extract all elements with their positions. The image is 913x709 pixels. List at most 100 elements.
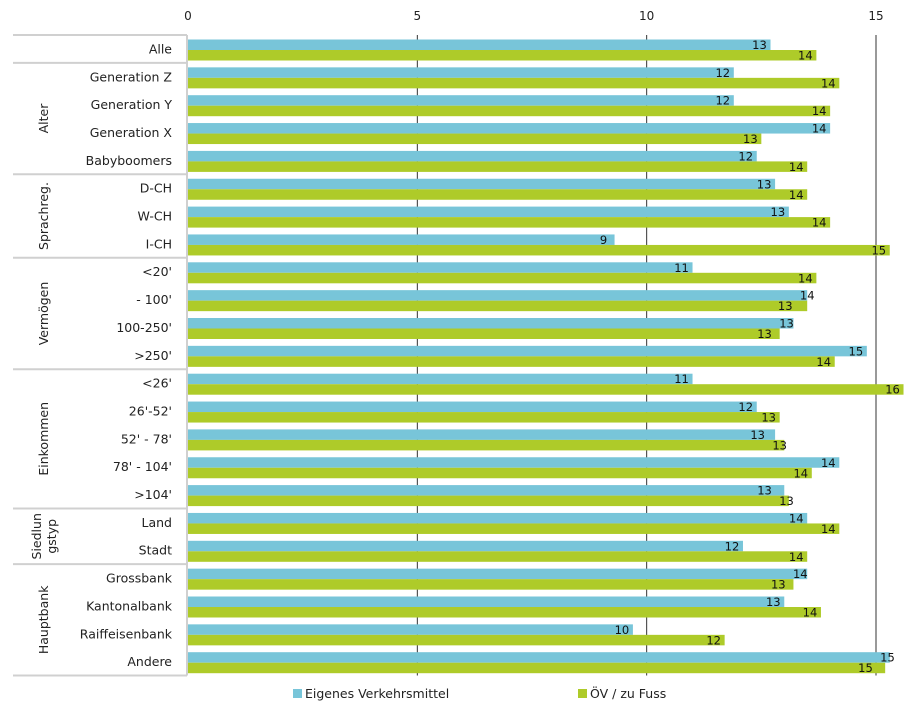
data-label: 12 xyxy=(706,633,721,647)
group-label-line: Siedlun xyxy=(29,513,44,559)
x-tick-label: 0 xyxy=(184,9,192,23)
category-label: Alle xyxy=(149,41,172,56)
data-label: 13 xyxy=(743,132,758,146)
data-label: 14 xyxy=(789,188,804,202)
data-label: 13 xyxy=(766,595,781,609)
category-label: Land xyxy=(142,515,172,530)
category-label: >250' xyxy=(134,348,172,363)
bar-oev-zu-fuss xyxy=(188,217,831,228)
category-label: Raiffeisenbank xyxy=(80,626,173,641)
x-tick-label: 5 xyxy=(414,9,422,23)
data-label: 12 xyxy=(715,66,730,80)
category-label: >104' xyxy=(134,487,172,502)
bar-oev-zu-fuss xyxy=(188,300,808,312)
bar-oev-zu-fuss xyxy=(188,356,835,367)
bar-oev-zu-fuss xyxy=(188,634,725,646)
category-label: I-CH xyxy=(146,236,172,251)
bar-eigenes-verkehrsmittel xyxy=(188,150,757,162)
bar-oev-zu-fuss xyxy=(188,384,904,395)
legend-label: Eigenes Verkehrsmittel xyxy=(305,686,449,701)
bar-oev-zu-fuss xyxy=(188,412,780,423)
category-label: 78' - 104' xyxy=(113,459,172,474)
group-label: Vermögen xyxy=(36,282,51,346)
category-label: Andere xyxy=(127,654,172,669)
bar-oev-zu-fuss xyxy=(188,133,762,145)
data-label: 12 xyxy=(738,400,753,414)
legend-swatch xyxy=(578,689,587,698)
bar-oev-zu-fuss xyxy=(188,328,780,339)
bar-eigenes-verkehrsmittel xyxy=(188,123,831,134)
group-label: Alter xyxy=(36,103,51,134)
data-label: 14 xyxy=(798,49,813,63)
bar-oev-zu-fuss xyxy=(188,467,812,479)
data-label: 15 xyxy=(858,661,873,675)
bar-eigenes-verkehrsmittel xyxy=(188,262,693,273)
bar-eigenes-verkehrsmittel xyxy=(188,429,776,440)
bar-oev-zu-fuss xyxy=(188,579,794,590)
legend-label: ÖV / zu Fuss xyxy=(590,685,666,701)
data-label: 13 xyxy=(757,327,772,341)
data-label: 14 xyxy=(789,511,804,525)
bar-eigenes-verkehrsmittel xyxy=(188,457,840,468)
data-label: 13 xyxy=(752,38,767,52)
data-label: 15 xyxy=(849,344,864,358)
data-label: 13 xyxy=(772,438,787,452)
data-label: 14 xyxy=(789,550,804,564)
bar-eigenes-verkehrsmittel xyxy=(188,373,693,385)
bar-eigenes-verkehrsmittel xyxy=(188,512,808,524)
data-label: 12 xyxy=(715,94,730,108)
category-label: Stadt xyxy=(139,543,172,558)
bar-eigenes-verkehrsmittel xyxy=(188,234,615,245)
x-tick-label: 10 xyxy=(639,9,654,23)
category-label: Kantonalbank xyxy=(86,598,173,613)
group-label: Sprachreg. xyxy=(36,182,51,250)
bar-oev-zu-fuss xyxy=(188,662,886,674)
category-label: Generation Z xyxy=(90,69,172,84)
category-label: Babyboomers xyxy=(86,153,172,168)
data-label: 11 xyxy=(674,261,689,275)
category-label: Grossbank xyxy=(106,571,173,586)
bar-eigenes-verkehrsmittel xyxy=(188,624,633,635)
category-label: Generation X xyxy=(90,125,173,140)
bar-eigenes-verkehrsmittel xyxy=(188,568,808,580)
data-label: 13 xyxy=(779,317,794,331)
category-label: 100-250' xyxy=(116,320,172,335)
category-label: <26' xyxy=(142,376,172,391)
data-label: 14 xyxy=(800,289,815,303)
category-label: D-CH xyxy=(140,181,172,196)
data-label: 15 xyxy=(880,651,895,665)
bar-oev-zu-fuss xyxy=(188,439,785,451)
bar-oev-zu-fuss xyxy=(188,607,821,618)
data-label: 13 xyxy=(778,299,793,313)
data-label: 12 xyxy=(738,149,753,163)
data-label: 14 xyxy=(816,355,831,369)
bar-eigenes-verkehrsmittel xyxy=(188,206,789,218)
data-label: 10 xyxy=(615,623,630,637)
data-label: 12 xyxy=(725,539,740,553)
category-label: 52' - 78' xyxy=(121,431,172,446)
data-label: 14 xyxy=(821,522,836,536)
category-label: 26'-52' xyxy=(129,403,172,418)
data-label: 14 xyxy=(789,160,804,174)
data-label: 14 xyxy=(793,466,808,480)
data-label: 14 xyxy=(821,76,836,90)
data-label: 9 xyxy=(600,233,607,247)
legend-swatch xyxy=(293,689,302,698)
data-label: 14 xyxy=(812,122,827,136)
data-label: 13 xyxy=(750,428,765,442)
bar-eigenes-verkehrsmittel xyxy=(188,540,743,552)
data-label: 14 xyxy=(812,104,827,118)
group-label-line: gstyp xyxy=(44,519,59,554)
data-label: 13 xyxy=(779,494,794,508)
bar-oev-zu-fuss xyxy=(188,50,817,61)
bar-eigenes-verkehrsmittel xyxy=(188,67,734,78)
data-label: 13 xyxy=(771,578,786,592)
bar-eigenes-verkehrsmittel xyxy=(188,652,890,663)
bar-oev-zu-fuss xyxy=(188,495,789,507)
data-label: 15 xyxy=(871,243,886,257)
bar-eigenes-verkehrsmittel xyxy=(188,178,776,190)
bar-eigenes-verkehrsmittel xyxy=(188,485,785,496)
data-label: 11 xyxy=(674,372,689,386)
bar-oev-zu-fuss xyxy=(188,551,808,562)
